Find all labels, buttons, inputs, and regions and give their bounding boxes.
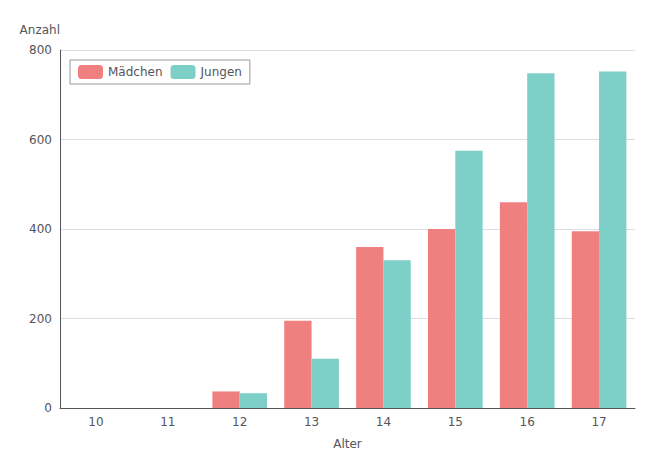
svg-text:17: 17: [591, 415, 606, 429]
svg-text:0: 0: [44, 401, 52, 415]
svg-text:14: 14: [376, 415, 391, 429]
svg-text:11: 11: [160, 415, 175, 429]
svg-text:800: 800: [29, 43, 52, 57]
svg-text:Anzahl: Anzahl: [20, 23, 60, 37]
svg-text:400: 400: [29, 222, 52, 236]
svg-text:Mädchen: Mädchen: [108, 65, 163, 79]
svg-text:12: 12: [232, 415, 247, 429]
svg-text:Alter: Alter: [333, 437, 362, 451]
svg-text:Jungen: Jungen: [200, 65, 242, 79]
svg-text:15: 15: [448, 415, 463, 429]
svg-text:600: 600: [29, 133, 52, 147]
svg-text:10: 10: [88, 415, 103, 429]
svg-text:200: 200: [29, 312, 52, 326]
svg-text:13: 13: [304, 415, 319, 429]
svg-text:16: 16: [520, 415, 535, 429]
